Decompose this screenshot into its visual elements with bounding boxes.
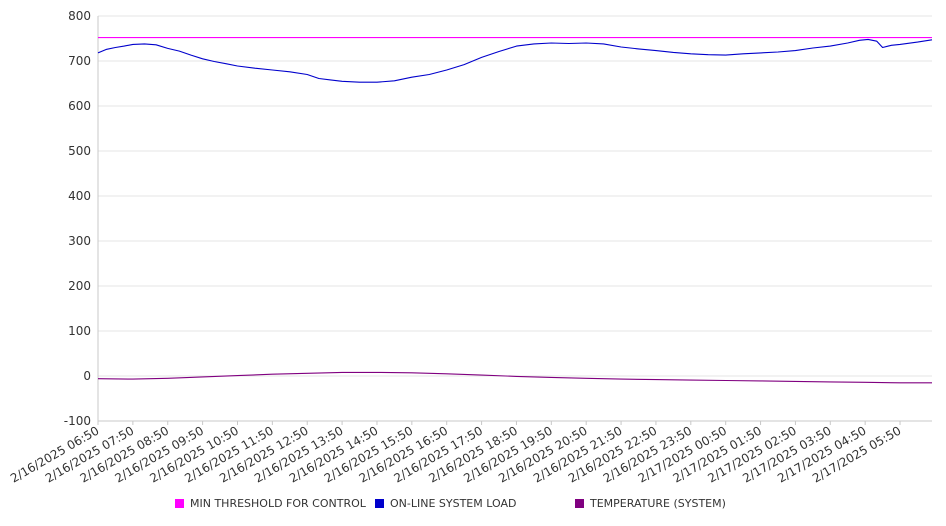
legend-swatch-temperature	[575, 499, 584, 508]
y-tick-label: 300	[68, 234, 91, 248]
legend-swatch-min-threshold	[175, 499, 184, 508]
y-tick-label: 700	[68, 54, 91, 68]
legend-label-system-load: ON-LINE SYSTEM LOAD	[390, 497, 517, 510]
legend-item-system-load[interactable]: ON-LINE SYSTEM LOAD	[375, 497, 516, 510]
y-tick-label: 800	[68, 9, 91, 23]
y-tick-label: 400	[68, 189, 91, 203]
y-axis: 800 700 600 500 400 300 200 100 0 -100	[64, 9, 99, 428]
y-tick-label: 500	[68, 144, 91, 158]
series-temperature	[97, 371, 932, 384]
legend-swatch-system-load	[375, 499, 384, 508]
chart-grid	[98, 15, 932, 422]
legend-label-min-threshold: MIN THRESHOLD FOR CONTROL	[190, 497, 366, 510]
legend-item-min-threshold[interactable]: MIN THRESHOLD FOR CONTROL	[175, 497, 366, 510]
y-tick-label: 200	[68, 279, 91, 293]
x-axis: 2/16/2025 06:502/16/2025 07:502/16/2025 …	[8, 420, 932, 486]
legend-label-temperature: TEMPERATURE (SYSTEM)	[590, 497, 726, 510]
line-chart: 800 700 600 500 400 300 200 100 0 -100 2/16/2025 …	[8, 9, 933, 486]
series-lines	[97, 37, 933, 384]
y-tick-label: 100	[68, 324, 91, 338]
y-tick-label: 0	[83, 369, 91, 383]
series-system-load	[97, 38, 933, 83]
y-tick-label: -100	[64, 414, 91, 428]
legend-item-temperature[interactable]: TEMPERATURE (SYSTEM)	[575, 497, 726, 510]
chart-legend: MIN THRESHOLD FOR CONTROL ON-LINE SYSTEM…	[0, 497, 946, 515]
y-tick-label: 600	[68, 99, 91, 113]
